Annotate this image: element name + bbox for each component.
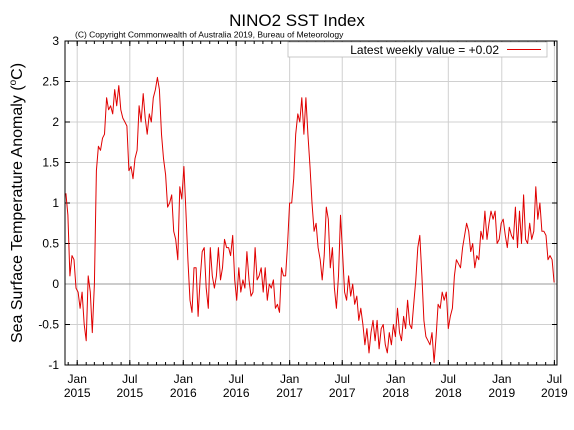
- legend-label: Latest weekly value = +0.02: [350, 43, 499, 57]
- y-axis-label: Sea Surface Temperature Anomaly (oC): [8, 63, 26, 343]
- x-tick-month-label: Jan: [280, 372, 299, 386]
- y-tick-label: 3: [52, 34, 59, 48]
- x-tick-year-label: 2016: [223, 386, 250, 400]
- x-tick-year-label: 2019: [488, 386, 515, 400]
- x-tick-year-label: 2017: [276, 386, 303, 400]
- x-tick-year-label: 2015: [116, 386, 143, 400]
- x-tick-year-label: 2017: [329, 386, 356, 400]
- y-tick-label: -0.5: [38, 318, 59, 332]
- x-tick-month-label: Jan: [386, 372, 405, 386]
- y-axis-label-degree: o: [8, 79, 19, 85]
- y-tick-label: 1.5: [42, 156, 59, 170]
- y-axis-ticks: -1 -0.5 0 0.5 1 1.5 2 2.5 3: [38, 34, 557, 372]
- x-tick-year-label: 2019: [541, 386, 568, 400]
- chart-title: NINO2 SST Index: [229, 11, 365, 30]
- x-tick-year-label: 2015: [64, 386, 91, 400]
- y-tick-label: 1: [52, 196, 59, 210]
- grid-lines: [65, 40, 557, 366]
- x-tick-year-label: 2016: [170, 386, 197, 400]
- x-tick-month-label: Jul: [335, 372, 350, 386]
- legend: Latest weekly value = +0.02: [287, 41, 548, 58]
- chart-subtitle: (C) Copyright Commonwealth of Australia …: [75, 30, 344, 40]
- x-tick-month-label: Jul: [228, 372, 243, 386]
- x-tick-month-label: Jul: [441, 372, 456, 386]
- legend-box: [287, 41, 548, 58]
- series-line: [65, 76, 555, 364]
- x-tick-month-label: Jul: [547, 372, 562, 386]
- x-tick-year-label: 2018: [382, 386, 409, 400]
- x-tick-month-label: Jan: [68, 372, 87, 386]
- x-axis-ticks: Jan2015Jul2015Jan2016Jul2016Jan2017Jul20…: [64, 41, 568, 400]
- y-axis-label-unit: C): [9, 63, 26, 80]
- x-tick-year-label: 2018: [435, 386, 462, 400]
- y-tick-label: -1: [48, 358, 59, 372]
- y-tick-label: 2.5: [42, 75, 59, 89]
- x-tick-month-label: Jan: [174, 372, 193, 386]
- plot-frame: [64, 40, 558, 366]
- y-axis-label-main: Sea Surface Temperature Anomaly (: [9, 85, 26, 343]
- series-group: [65, 76, 555, 364]
- x-tick-month-label: Jan: [492, 372, 511, 386]
- y-tick-label: 2: [52, 115, 59, 129]
- y-tick-label: 0.5: [42, 237, 59, 251]
- y-tick-label: 0: [52, 277, 59, 291]
- x-tick-month-label: Jul: [122, 372, 137, 386]
